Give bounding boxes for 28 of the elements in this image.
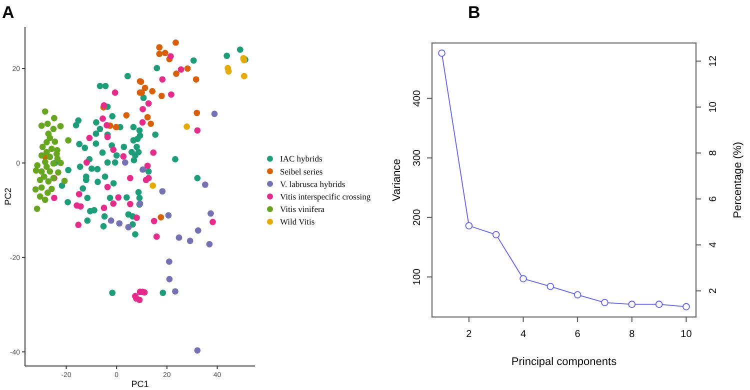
x-axis-title: PC1 — [131, 379, 149, 389]
legend-label: Vitis interspecific crossing — [280, 192, 372, 202]
y2-tick-label: 6 — [708, 196, 719, 202]
chart-title: A — [2, 3, 14, 22]
y-tick-label: 200 — [412, 208, 423, 226]
y-tick-label: 400 — [412, 90, 423, 107]
x-axis-title: Principal components — [511, 356, 618, 368]
legend-label: Wild Vitis — [280, 216, 315, 227]
y-tick-label: 100 — [412, 268, 423, 286]
y2-tick-label: 12 — [708, 55, 719, 67]
legend-label: Vitis vinifera — [280, 204, 325, 214]
y-axis-title: Variance — [391, 158, 403, 202]
y2-axis-title: Percentage (%) — [732, 142, 744, 218]
x-tick-label: 6 — [574, 329, 581, 340]
x-tick-label: 4 — [520, 329, 526, 340]
y2-tick-label: 2 — [708, 288, 719, 294]
legend-label: Seibel series — [280, 166, 323, 176]
chart-title: B — [468, 3, 480, 22]
y-tick-label: 300 — [412, 149, 423, 166]
x-tick-label: 2 — [466, 329, 472, 340]
legend-label: V. labrusca hybrids — [280, 178, 346, 189]
y2-tick-label: 4 — [708, 242, 719, 248]
x-tick-label: 10 — [680, 329, 692, 340]
legend-label: IAC hybrids — [280, 154, 322, 164]
x-tick-label: 8 — [629, 329, 636, 340]
y2-tick-label: 10 — [708, 101, 719, 113]
y2-tick-label: 8 — [708, 150, 719, 156]
y-axis-title: PC2 — [3, 188, 13, 206]
